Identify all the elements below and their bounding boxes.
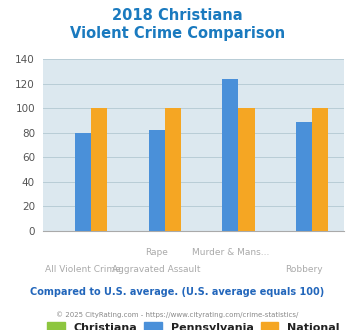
Bar bbox=[75, 133, 91, 231]
Text: Murder & Mans...: Murder & Mans... bbox=[192, 248, 269, 257]
Text: © 2025 CityRating.com - https://www.cityrating.com/crime-statistics/: © 2025 CityRating.com - https://www.city… bbox=[56, 312, 299, 318]
Bar bbox=[222, 79, 238, 231]
Bar bbox=[91, 109, 107, 231]
Text: Robbery: Robbery bbox=[285, 265, 323, 274]
Text: 2018 Christiana: 2018 Christiana bbox=[112, 8, 243, 23]
Bar bbox=[312, 109, 328, 231]
Bar bbox=[165, 109, 181, 231]
Text: Rape: Rape bbox=[145, 248, 168, 257]
Text: Aggravated Assault: Aggravated Assault bbox=[113, 265, 201, 274]
Text: Compared to U.S. average. (U.S. average equals 100): Compared to U.S. average. (U.S. average … bbox=[31, 287, 324, 297]
Bar bbox=[238, 109, 255, 231]
Bar bbox=[296, 122, 312, 231]
Text: All Violent Crime: All Violent Crime bbox=[45, 265, 121, 274]
Bar bbox=[149, 130, 165, 231]
Legend: Christiana, Pennsylvania, National: Christiana, Pennsylvania, National bbox=[44, 319, 343, 330]
Text: Violent Crime Comparison: Violent Crime Comparison bbox=[70, 26, 285, 41]
